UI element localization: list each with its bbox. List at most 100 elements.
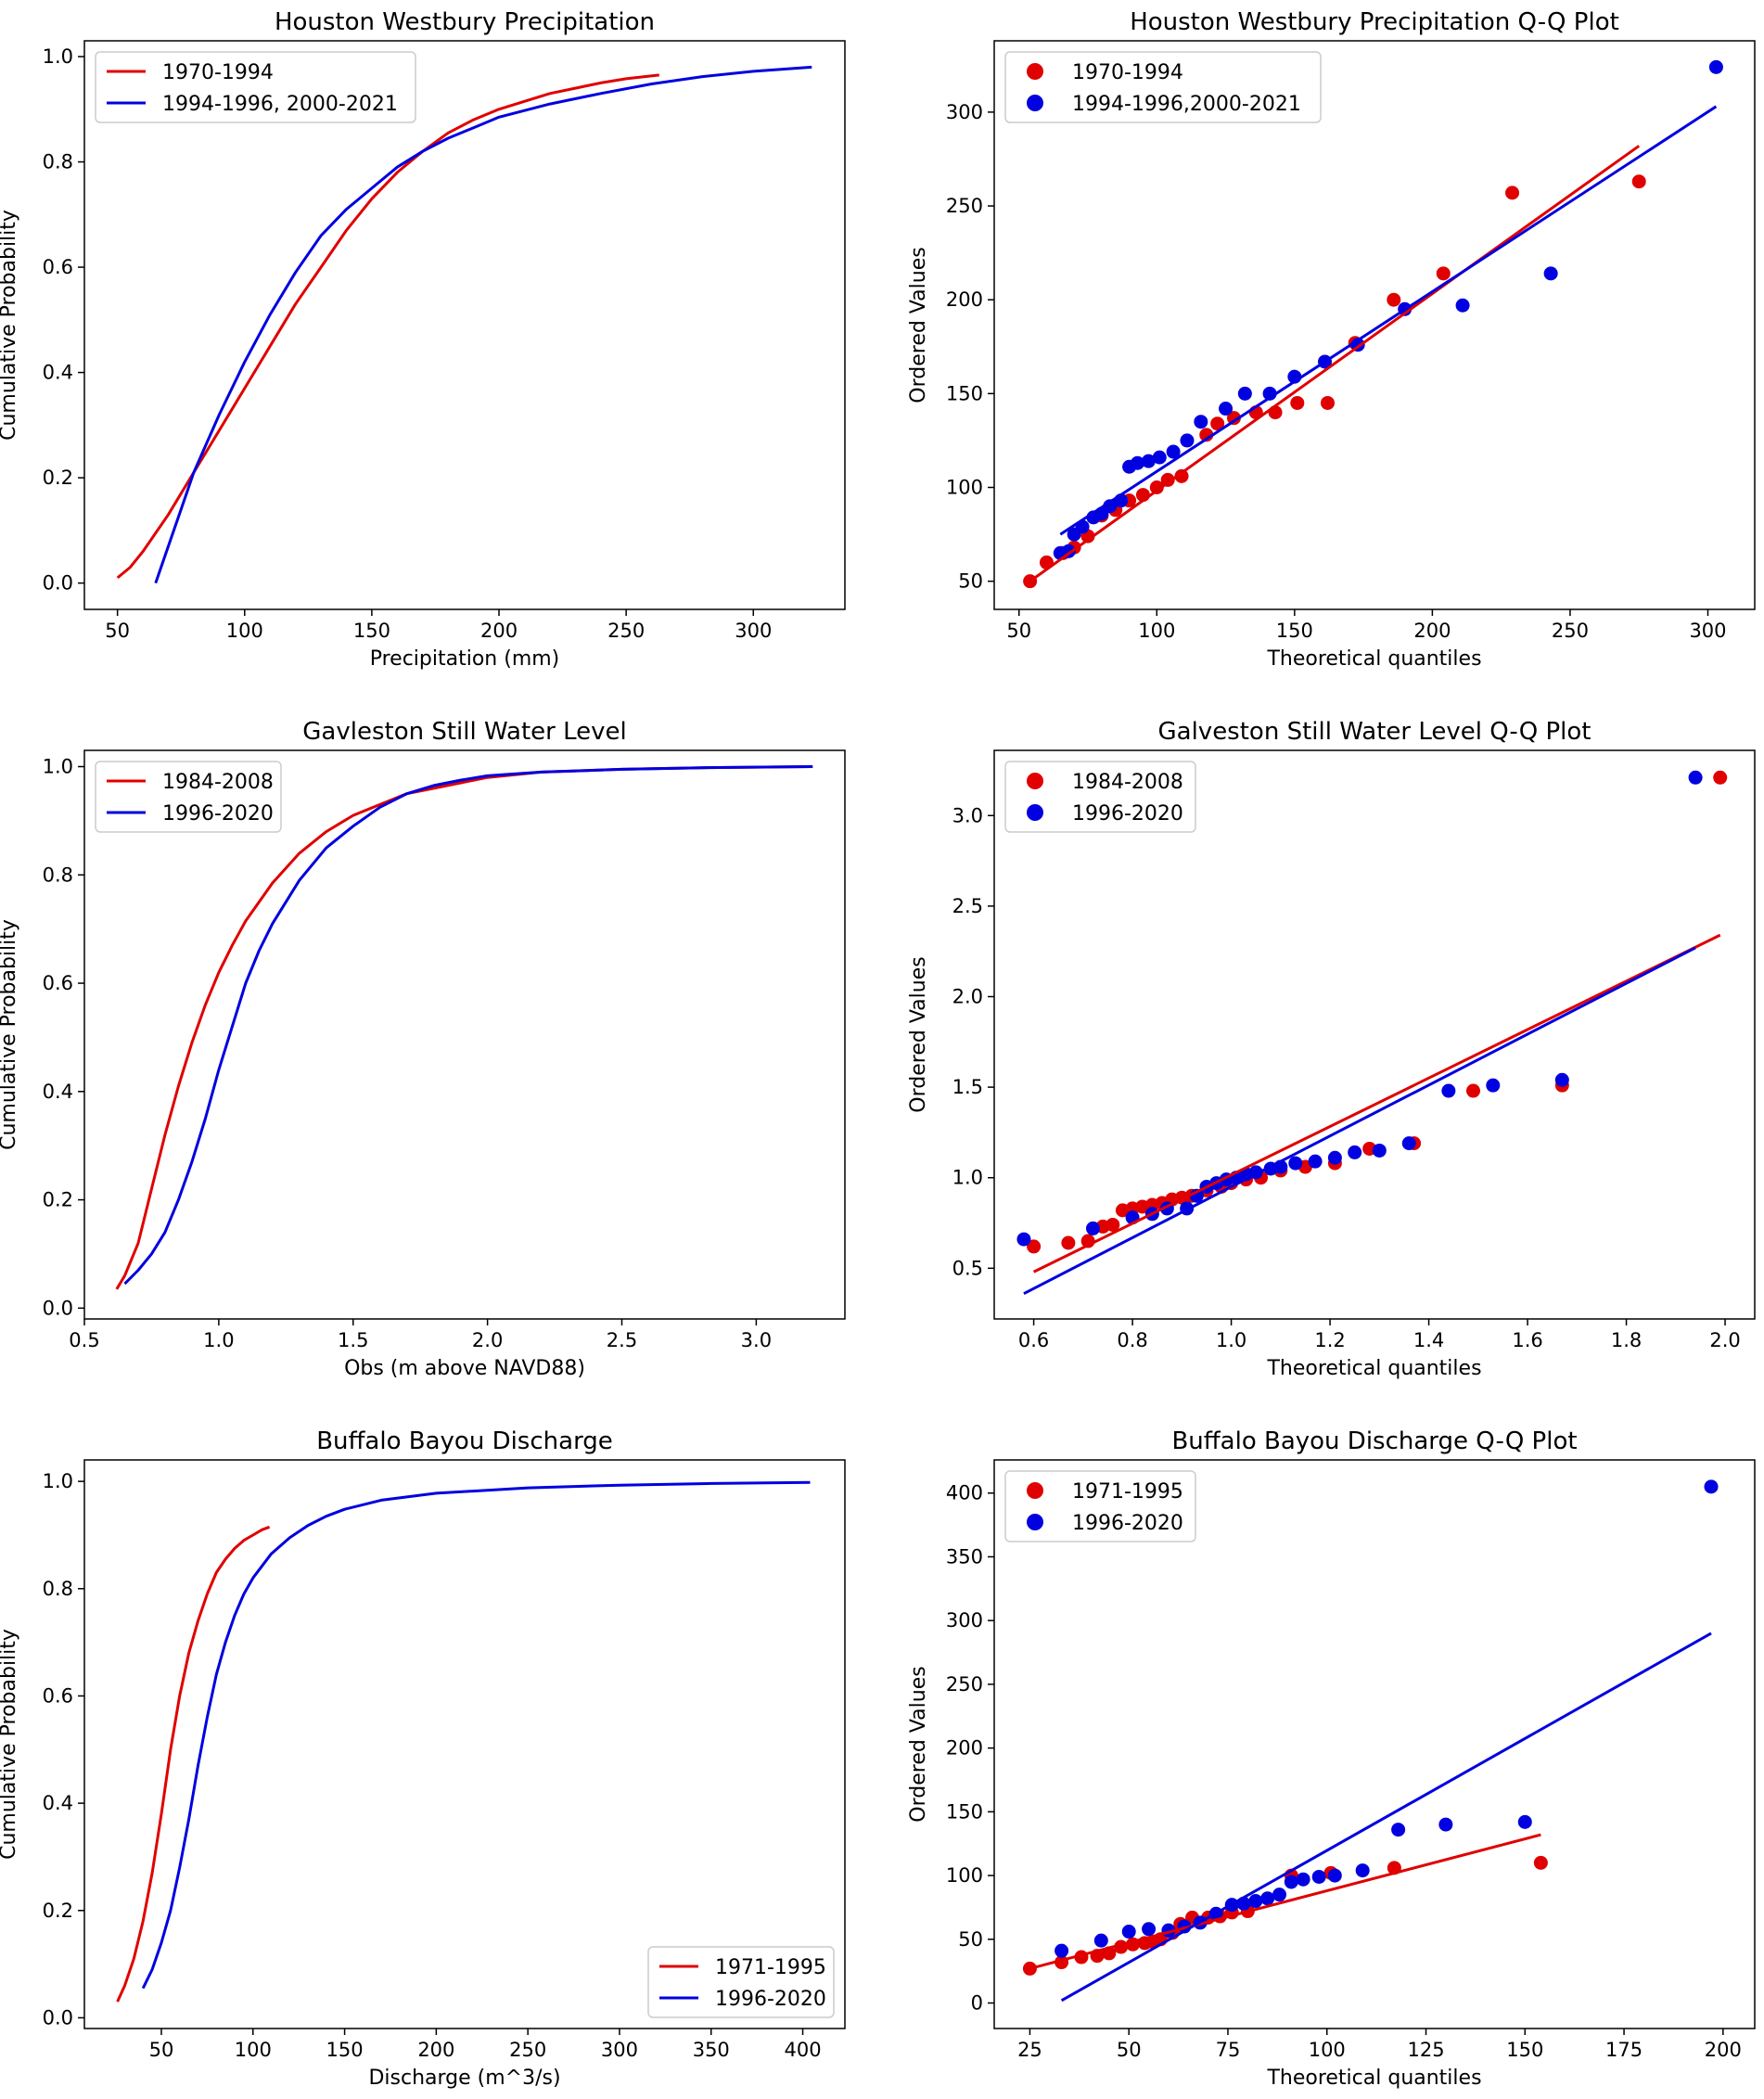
- legend-swatch-blue: [1027, 95, 1043, 111]
- data-point-blue: [1438, 1817, 1453, 1832]
- fit-line-blue: [1023, 946, 1696, 1296]
- legend-label: 1984-2008: [1072, 771, 1183, 794]
- legend-label: 1971-1995: [1072, 1480, 1183, 1504]
- y-tick-label: 0.8: [43, 864, 73, 886]
- galveston-water-level-cdf-chart: Gavleston Still Water Level 0.5 1.0 1.5 2.0 2…: [0, 718, 846, 1380]
- data-point-blue: [1348, 1145, 1362, 1159]
- buffalo-bayou-discharge-cdf-chart: Buffalo Bayou Discharge 50 100 150 200 250 300…: [0, 1427, 846, 2090]
- data-point-blue: [1486, 1078, 1501, 1093]
- y-tick-label: 0.6: [43, 256, 73, 278]
- x-tick-label: 50: [1006, 620, 1031, 642]
- y-tick-label: 200: [946, 1737, 983, 1760]
- x-tick-label: 0.8: [1117, 1329, 1147, 1351]
- x-tick-label: 200: [1705, 2039, 1742, 2061]
- y-tick-label: 0.0: [43, 1297, 73, 1319]
- data-point-blue: [1308, 1154, 1323, 1169]
- series-line-red: [116, 73, 659, 580]
- legend: 1971-1995 1996-2020: [1004, 1470, 1196, 1542]
- y-axis-label: Cumulative Probability: [0, 210, 20, 441]
- x-tick-label: 1.4: [1413, 1329, 1444, 1351]
- y-tick-label: 3.0: [952, 804, 983, 826]
- y-tick-label: 100: [946, 1864, 983, 1887]
- fit-line-blue: [1059, 105, 1718, 536]
- y-tick-label: 0.2: [43, 1189, 73, 1211]
- data-point-blue: [1272, 1888, 1286, 1902]
- fit-line-red: [1032, 933, 1721, 1273]
- x-axis-label: Theoretical quantiles: [1266, 1357, 1481, 1380]
- y-tick-label: 100: [946, 476, 983, 498]
- data-point-blue: [1055, 1943, 1069, 1958]
- data-point-blue: [1085, 1221, 1100, 1235]
- y-tick-label: 400: [946, 1482, 983, 1504]
- data-point-blue: [1296, 1872, 1310, 1887]
- x-tick-label: 300: [1689, 620, 1726, 642]
- plot-area: [115, 765, 813, 1290]
- series-line-blue: [123, 765, 813, 1286]
- legend-box: [1004, 761, 1196, 833]
- x-axis-label: Obs (m above NAVD88): [344, 1357, 585, 1380]
- legend-label: 1996-2020: [1072, 1512, 1183, 1535]
- x-tick-label: 1.0: [1216, 1329, 1246, 1351]
- series-line-blue: [141, 1480, 811, 1990]
- data-point-blue: [1121, 1925, 1136, 1939]
- data-point-blue: [1455, 298, 1470, 313]
- x-axis-label: Precipitation (mm): [370, 647, 560, 671]
- x-tick-label: 200: [1413, 620, 1451, 642]
- y-tick-label: 150: [946, 1800, 983, 1823]
- fit-line-red: [1029, 145, 1641, 582]
- data-point-blue: [1704, 1479, 1719, 1494]
- data-point-blue: [1237, 386, 1252, 401]
- y-tick-label: 0.4: [43, 362, 73, 384]
- x-tick-label: 2.0: [1709, 1329, 1740, 1351]
- x-tick-label: 2.0: [472, 1329, 503, 1351]
- data-point-blue: [1401, 1136, 1416, 1151]
- plot-area: [116, 65, 812, 584]
- y-tick-label: 1.0: [43, 1470, 73, 1492]
- x-tick-label: 75: [1216, 2039, 1241, 2061]
- x-tick-label: 3.0: [741, 1329, 772, 1351]
- x-tick-label: 100: [1138, 620, 1175, 642]
- legend: 1970-1994 1994-1996, 2000-2021: [95, 51, 416, 123]
- legend-box: [95, 51, 416, 123]
- plot-area: [1016, 770, 1728, 1296]
- x-tick-label: 1.2: [1314, 1329, 1345, 1351]
- legend-label: 1994-1996, 2000-2021: [162, 93, 398, 116]
- axes-frame: [993, 749, 1756, 1320]
- y-axis-label: Ordered Values: [907, 247, 930, 403]
- data-point-blue: [1180, 433, 1195, 448]
- x-tick-label: 1.8: [1611, 1329, 1642, 1351]
- legend-swatch-blue: [1027, 804, 1043, 821]
- y-tick-label: 50: [958, 1928, 983, 1951]
- legend: 1984-2008 1996-2020: [1004, 761, 1196, 833]
- y-tick-label: 0: [971, 1992, 983, 2015]
- x-tick-label: 250: [1552, 620, 1589, 642]
- data-point-red: [1533, 1855, 1548, 1870]
- y-tick-label: 200: [946, 288, 983, 311]
- x-tick-label: 200: [480, 620, 518, 642]
- x-axis-label: Theoretical quantiles: [1266, 647, 1481, 671]
- legend-swatch-blue: [1027, 1514, 1043, 1530]
- x-tick-label: 100: [235, 2039, 272, 2061]
- data-point-red: [1290, 395, 1305, 410]
- data-point-red: [1106, 1217, 1120, 1232]
- plot-area: [116, 1480, 811, 2003]
- data-point-blue: [1248, 1894, 1263, 1909]
- legend-label: 1970-1994: [1072, 61, 1183, 84]
- y-tick-label: 0.8: [43, 151, 73, 173]
- y-tick-label: 2.0: [952, 986, 983, 1008]
- legend-swatch-red: [1027, 63, 1043, 80]
- legend-box: [647, 1946, 835, 2018]
- y-tick-label: 1.0: [952, 1167, 983, 1189]
- legend-label: 1970-1994: [162, 61, 274, 84]
- data-point-blue: [1372, 1143, 1387, 1158]
- y-tick-label: 350: [946, 1545, 983, 1568]
- data-point-blue: [1194, 415, 1208, 429]
- data-point-blue: [1284, 1875, 1298, 1889]
- chart-title: Houston Westbury Precipitation Q-Q Plot: [1130, 8, 1619, 36]
- y-axis-label: Ordered Values: [907, 956, 930, 1112]
- data-point-blue: [1311, 1869, 1326, 1884]
- legend-swatch-red: [1027, 773, 1043, 789]
- data-point-red: [1436, 266, 1451, 281]
- legend: 1984-2008 1996-2020: [95, 761, 282, 833]
- y-tick-label: 1.0: [43, 45, 73, 68]
